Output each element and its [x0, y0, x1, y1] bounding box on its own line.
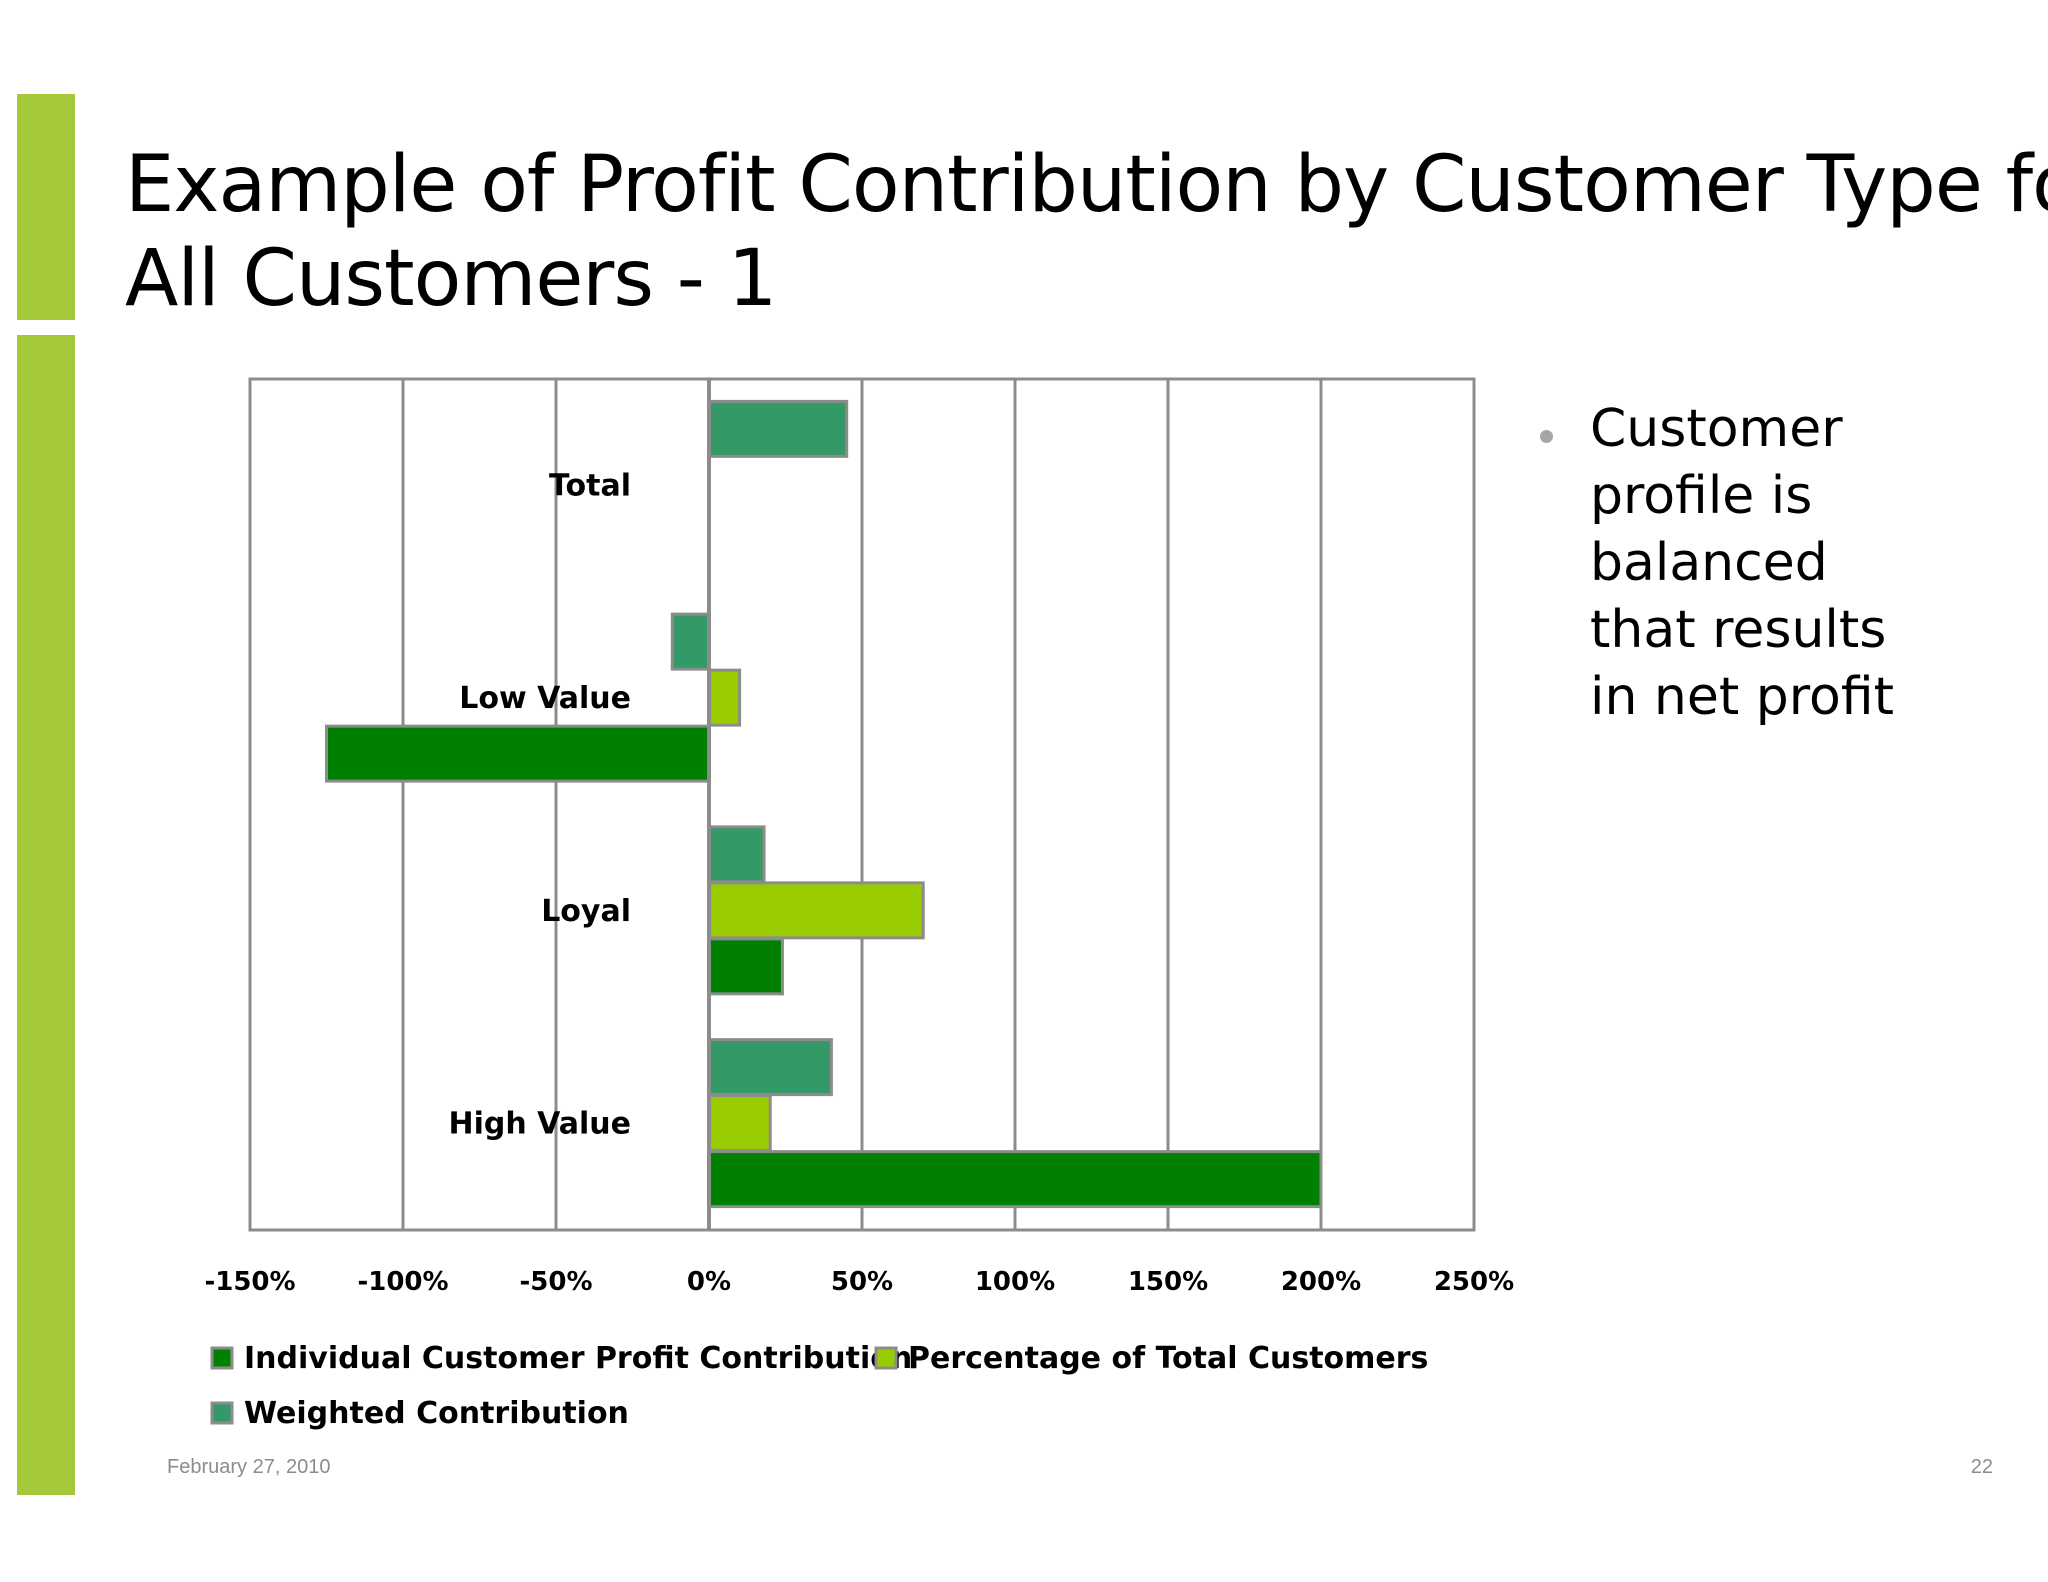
bullet-text: Customer profile is balanced that result…: [1590, 396, 1980, 731]
x-tick-label-5: 100%: [975, 1267, 1055, 1297]
legend-label-1: Individual Customer Profit Contribution: [244, 1341, 912, 1376]
bar-total-series-3: [707, 399, 849, 458]
slide-title-line-1: Example of Profit Contribution by Custom…: [125, 140, 2048, 230]
bar-low-value-series-2: [707, 668, 742, 727]
legend-label-2: Percentage of Total Customers: [908, 1341, 1428, 1376]
x-tick-label-8: 250%: [1434, 1267, 1514, 1297]
bar-low-value-series-1: [325, 724, 711, 783]
x-tick-label-3: 0%: [687, 1267, 731, 1297]
bullet-line-3: balanced: [1590, 533, 1828, 593]
bar-low-value-series-3: [670, 612, 711, 671]
slide-title: Example of Profit Contribution by Custom…: [125, 138, 2048, 326]
bar-high-value-series-1: [707, 1150, 1323, 1209]
x-tick-label-1: -100%: [357, 1267, 448, 1297]
x-tick-label-7: 200%: [1281, 1267, 1361, 1297]
bullet-line-1: Customer: [1590, 399, 1843, 459]
x-tick-label-6: 150%: [1128, 1267, 1208, 1297]
bar-loyal-series-1: [707, 937, 784, 996]
category-label-high-value: High Value: [449, 1107, 631, 1142]
bar-high-value-series-3: [707, 1038, 833, 1097]
slide-title-line-2: All Customers - 1: [125, 234, 777, 324]
page-number: 22: [1970, 1456, 1993, 1478]
footer-date: February 27, 2010: [167, 1456, 331, 1478]
legend-swatch-1: [210, 1346, 234, 1370]
legend-swatch-3: [210, 1401, 234, 1425]
legend-label-3: Weighted Contribution: [244, 1396, 629, 1431]
bullet-line-2: profile is: [1590, 466, 1813, 526]
category-label-low-value: Low Value: [459, 681, 631, 716]
accent-bar-bottom: [17, 335, 75, 1495]
legend-swatch-2: [874, 1346, 898, 1370]
bar-loyal-series-3: [707, 825, 766, 884]
x-tick-label-0: -150%: [204, 1267, 295, 1297]
category-label-total: Total: [549, 468, 631, 503]
accent-bar-top: [17, 94, 75, 320]
x-tick-label-2: -50%: [519, 1267, 592, 1297]
bullet-dot-icon: [1540, 430, 1553, 443]
plot-border: [248, 377, 1476, 1232]
bar-high-value-series-2: [707, 1094, 772, 1153]
bar-loyal-series-2: [707, 881, 925, 940]
bullet-line-5: in net profit: [1590, 667, 1895, 727]
x-tick-label-4: 50%: [831, 1267, 893, 1297]
category-label-loyal: Loyal: [541, 894, 631, 929]
bullet-line-4: that results: [1590, 600, 1887, 660]
